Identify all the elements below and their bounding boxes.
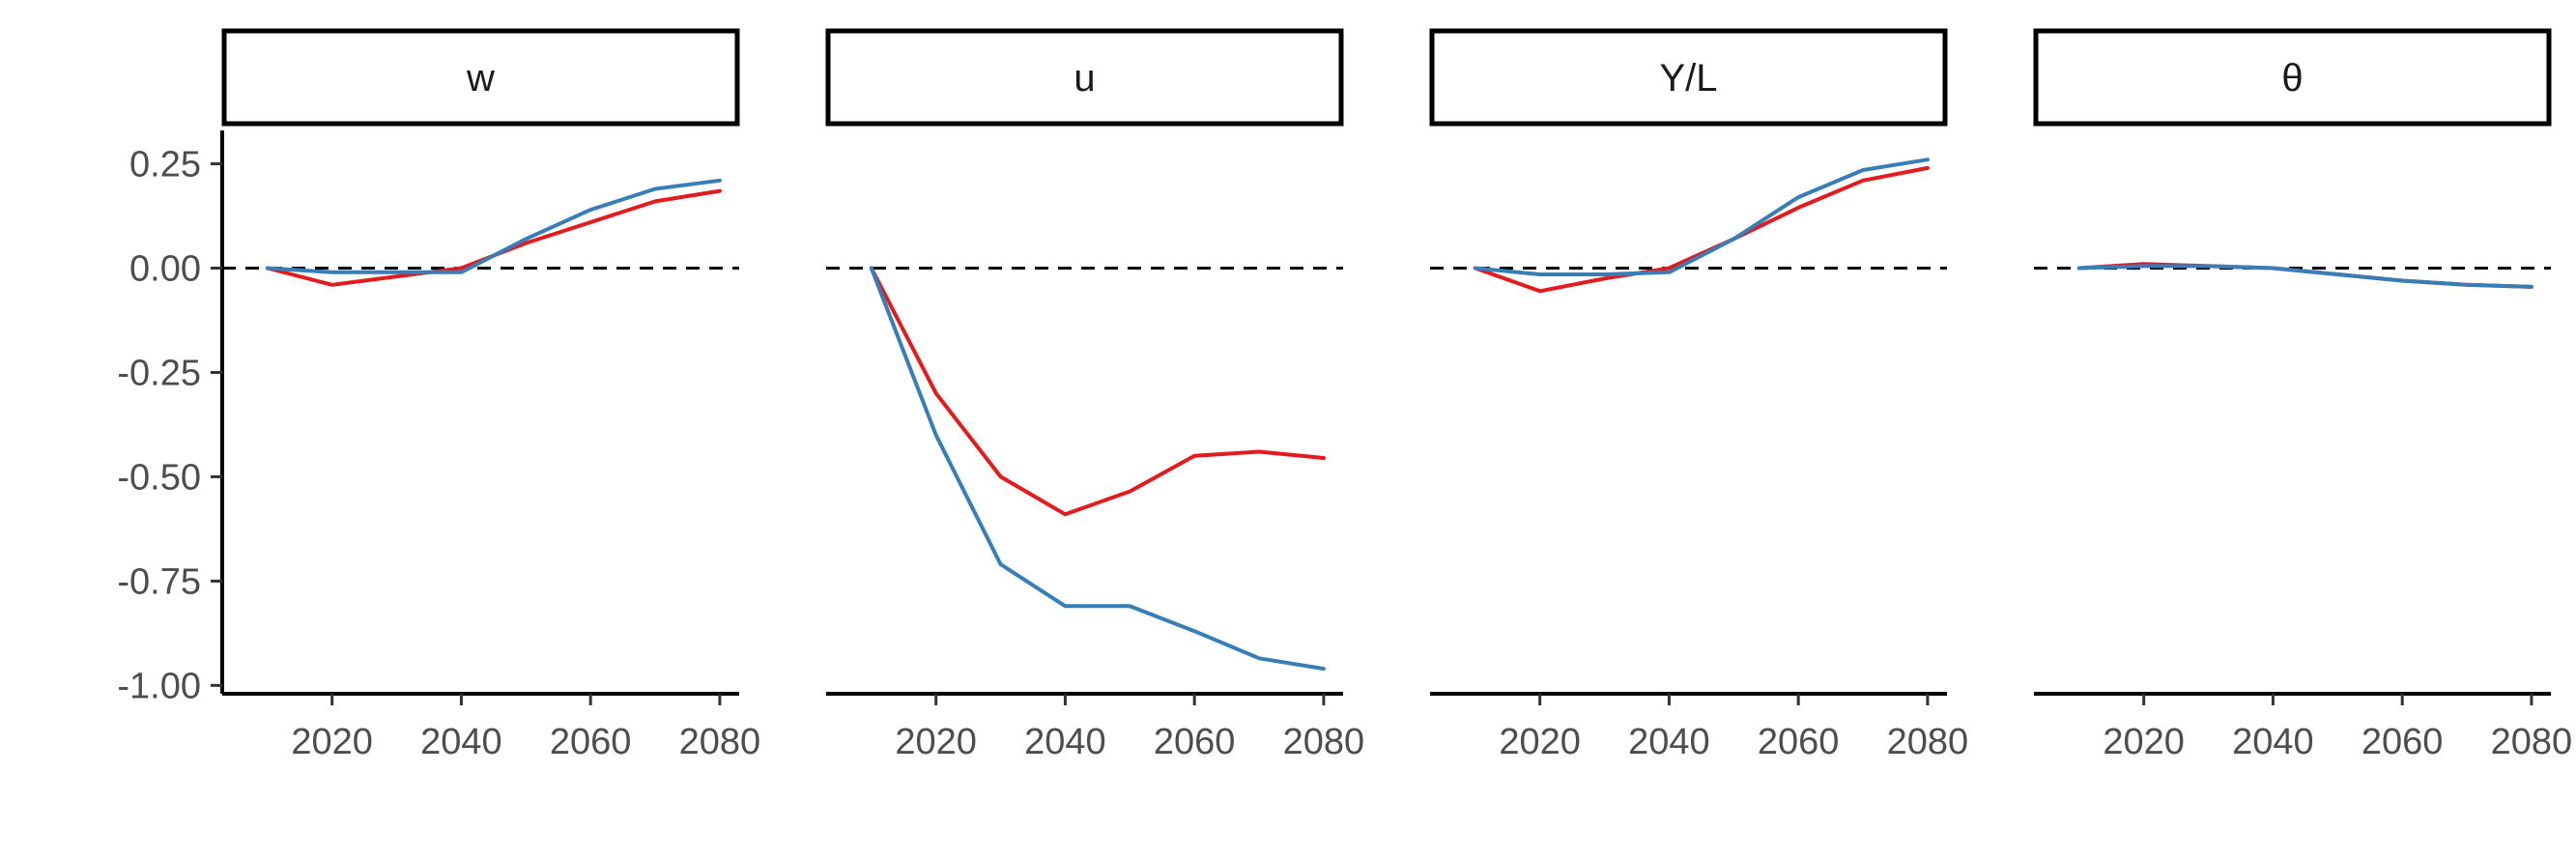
x-tick-label: 2080	[679, 722, 761, 762]
series-line-2	[2076, 264, 2533, 289]
facet-panel-1: w 2020 2040 2060 2080 0.25 0.00 -0.25 -0.50 -0.75…	[117, 28, 761, 762]
facet-strip	[221, 28, 740, 127]
facet-strip-label: θ	[2281, 57, 2303, 100]
series-line-2	[265, 178, 722, 274]
y-tick-label: -0.75	[117, 561, 201, 602]
x-tick-label: 2020	[895, 722, 977, 762]
y-tick-label: -0.25	[117, 353, 201, 393]
x-tick-label: 2080	[1283, 722, 1365, 762]
facet-strip	[1429, 28, 1948, 127]
x-tick-label: 2060	[2361, 722, 2444, 762]
series-line-2	[1473, 157, 1930, 276]
x-tick-label: 2060	[1154, 722, 1236, 762]
facet-panel-3: Y/L 2020 2040 2060 2080	[1429, 28, 1969, 762]
x-tick-label: 2020	[291, 722, 373, 762]
x-tick-label: 2020	[1499, 722, 1581, 762]
x-tick-label: 2040	[2232, 722, 2314, 762]
x-tick-label: 2080	[2491, 722, 2573, 762]
x-tick-label: 2040	[1628, 722, 1710, 762]
facet-strip-label: Y/L	[1659, 57, 1717, 100]
facet-strip-label: u	[1073, 57, 1095, 100]
x-tick-label: 2020	[2103, 722, 2185, 762]
y-tick-label: 0.00	[129, 249, 201, 290]
y-tick-label: -0.50	[117, 457, 201, 498]
series-line-2	[869, 266, 1326, 672]
x-tick-label: 2060	[550, 722, 632, 762]
facet-panel-2: u 2020 2040 2060 2080	[825, 28, 1365, 762]
y-tick-label: 0.25	[129, 145, 201, 186]
facet-strip	[825, 28, 1344, 127]
x-tick-label: 2060	[1758, 722, 1840, 762]
panels: w 2020 2040 2060 2080 0.25 0.00 -0.25 -0.50 -0.75…	[117, 28, 2573, 762]
x-tick-label: 2040	[1024, 722, 1106, 762]
series-line-1	[869, 266, 1326, 517]
facet-strip	[2033, 28, 2552, 127]
facet-panel-4: θ 2020 2040 2060 2080	[2033, 28, 2573, 762]
x-tick-label: 2080	[1887, 722, 1969, 762]
x-tick-label: 2040	[420, 722, 502, 762]
y-tick-label: -1.00	[117, 666, 201, 706]
facet-strip-label: w	[466, 57, 495, 100]
